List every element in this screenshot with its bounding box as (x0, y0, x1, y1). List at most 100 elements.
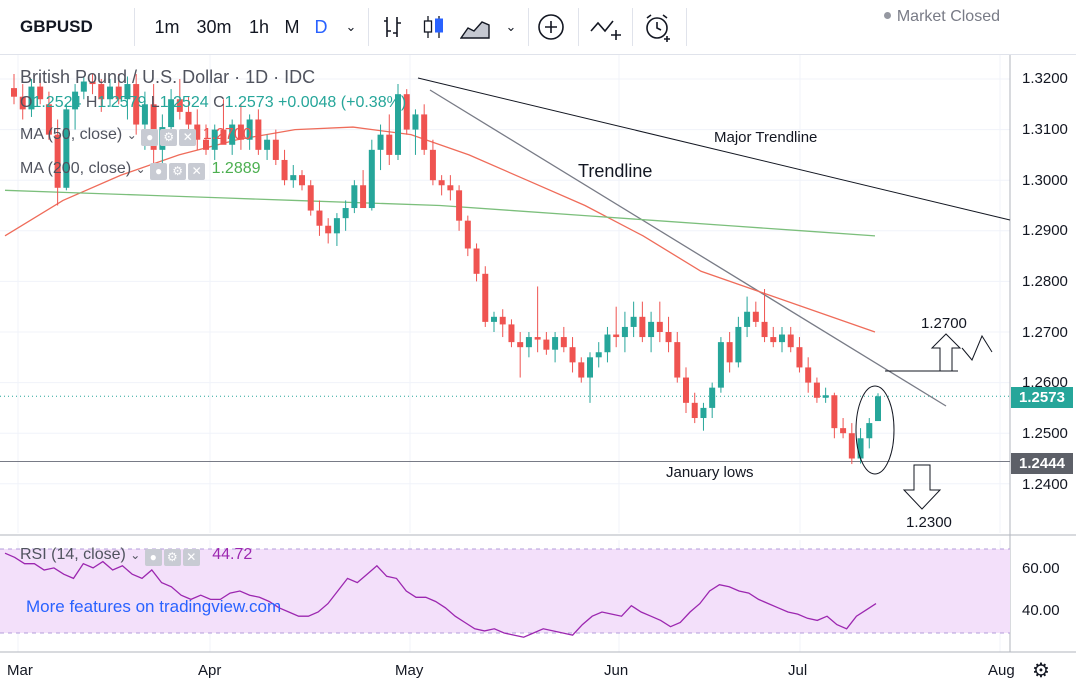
candle (805, 357, 812, 393)
candle-body (674, 342, 681, 378)
candle (595, 342, 602, 368)
candle (333, 213, 340, 246)
candle (412, 109, 419, 155)
candle (709, 382, 716, 419)
interval-month[interactable]: M (284, 17, 300, 37)
candle-body (796, 347, 803, 368)
arrow-down-shape (902, 464, 942, 510)
candle-body (290, 175, 297, 181)
close-icon: ✕ (182, 549, 200, 566)
candle (560, 326, 567, 353)
candle-body (691, 402, 698, 419)
candle (674, 332, 681, 383)
last-price-tag: 1.2573 (1011, 387, 1073, 408)
candle-body (752, 311, 759, 322)
candle (761, 288, 768, 343)
candles-icon[interactable] (422, 14, 446, 40)
candle (98, 79, 105, 112)
ma50-line (4, 126, 876, 333)
x-tick: Jun (604, 662, 629, 679)
candle (726, 332, 733, 373)
candle (80, 76, 87, 100)
candle-body (717, 342, 724, 388)
candle (45, 91, 52, 140)
promo-link[interactable]: More features on tradingview.com (26, 597, 282, 616)
rsi-legend[interactable]: RSI (14, close) ⌄ ● ⚙ ✕ 44.72 (20, 546, 253, 566)
candle-body (604, 334, 611, 353)
candle-body (203, 139, 209, 150)
candle (290, 165, 297, 188)
candle-body (656, 321, 663, 332)
candle (107, 79, 113, 107)
target-down-label: 1.2300 (906, 514, 952, 531)
chevron-down-icon[interactable]: ⌄ (505, 19, 517, 34)
rsi-line (4, 552, 877, 638)
y-tick: 1.3100 (1022, 121, 1068, 138)
candle-body (150, 104, 157, 150)
candle-body (805, 367, 812, 383)
candle (813, 377, 820, 403)
major-trendline-label: Major Trendline (714, 129, 818, 146)
candle-body (176, 99, 183, 112)
candle (185, 96, 192, 130)
eye-icon: ● (144, 549, 162, 566)
candle-body (473, 248, 480, 274)
candle (656, 301, 663, 343)
indicators-icon[interactable] (589, 13, 623, 43)
candle-body (831, 395, 838, 429)
candle-body (80, 81, 87, 92)
y-tick: 1.2800 (1022, 273, 1068, 290)
candle (246, 114, 253, 150)
candle-body (377, 134, 384, 150)
candle-body (299, 175, 305, 186)
candle (386, 114, 393, 166)
candle-body (89, 81, 96, 85)
candle (447, 175, 454, 201)
area-icon[interactable] (460, 16, 490, 40)
january-lows-tag: 1.2444 (1011, 453, 1073, 474)
candle (796, 337, 803, 373)
interval-day[interactable]: D (314, 17, 328, 37)
candle-body (770, 337, 777, 343)
candle-body (744, 311, 751, 327)
bar-style-icon[interactable] (382, 15, 404, 39)
candle-body (499, 316, 506, 325)
candle (752, 301, 759, 327)
target-up-label: 1.2700 (921, 315, 967, 332)
candle-body (194, 124, 201, 140)
candle (630, 301, 637, 338)
y-tick: 1.2500 (1022, 425, 1068, 442)
candle-body (630, 316, 637, 327)
interval-1m[interactable]: 1m (154, 17, 180, 37)
candle (176, 79, 183, 120)
candle (456, 185, 463, 231)
symbol-search[interactable]: GBPUSD (20, 17, 93, 36)
y-tick: 1.2400 (1022, 476, 1068, 493)
interval-30m[interactable]: 30m (196, 17, 232, 37)
y-tick: 1.2700 (1022, 324, 1068, 341)
gear-icon[interactable]: ⚙ (1032, 660, 1050, 682)
chevron-down-icon[interactable]: ⌄ (345, 19, 357, 34)
candle (28, 79, 35, 117)
candle (779, 326, 785, 353)
candle-body (115, 86, 122, 100)
add-icon[interactable] (537, 13, 565, 41)
candle-body (848, 433, 855, 459)
interval-1h[interactable]: 1h (248, 17, 270, 37)
candle-body (325, 225, 332, 234)
candle (89, 73, 96, 95)
candle-body (395, 94, 401, 155)
candle-body (37, 86, 44, 100)
alert-icon[interactable] (643, 12, 673, 42)
candle-body (351, 185, 358, 209)
candles (11, 73, 881, 465)
candle-body (237, 124, 244, 140)
top-toolbar: GBPUSD 1m 30m 1h M D ⌄ ⌄ (0, 0, 1076, 55)
candle-body (229, 124, 236, 145)
candle-body (517, 342, 524, 348)
candle (473, 243, 480, 282)
annotation-shapes (855, 333, 993, 510)
candle (569, 337, 576, 373)
candle-body (735, 326, 742, 363)
